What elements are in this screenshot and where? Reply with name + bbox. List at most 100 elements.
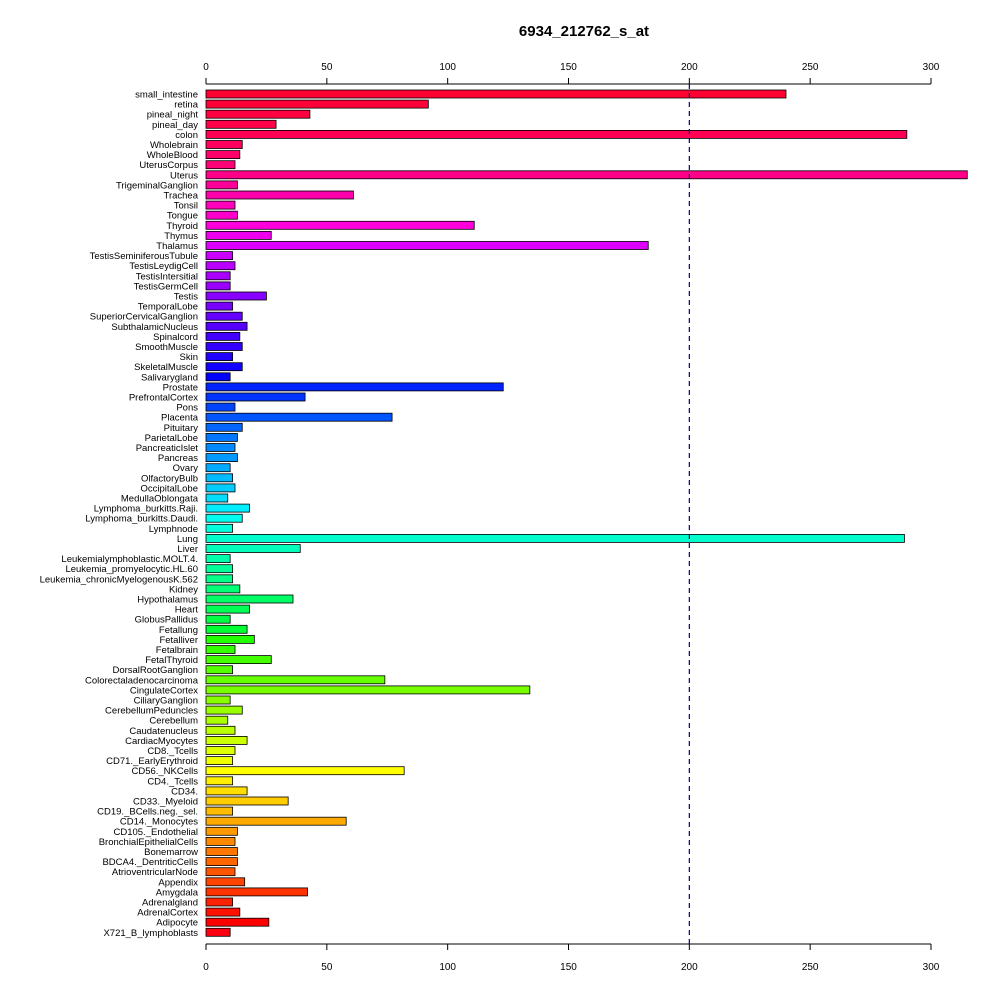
- bar: [205, 907, 241, 917]
- bar: [205, 837, 236, 846]
- bar: [205, 776, 233, 786]
- bar: [205, 241, 649, 250]
- bar: [205, 321, 248, 331]
- bar: [205, 624, 248, 634]
- category-label: Prostate: [163, 382, 198, 393]
- bar: [205, 362, 243, 372]
- bar: [205, 352, 233, 362]
- bar: [205, 594, 294, 604]
- bar: [205, 281, 231, 291]
- category-label: MedullaOblongata: [121, 494, 199, 505]
- category-label: ParietalLobe: [145, 433, 198, 444]
- category-label: SkeletalMuscle: [134, 362, 198, 373]
- category-label: CD14._Monocytes: [120, 817, 198, 828]
- bar: [205, 230, 272, 240]
- bar: [205, 200, 236, 210]
- category-label: BronchialEpithelialCells: [99, 837, 199, 848]
- category-label: BDCA4._DentriticCells: [102, 857, 198, 868]
- top-tick-label: 50: [321, 62, 333, 73]
- category-label: Tongue: [167, 211, 198, 222]
- top-tick-label: 250: [802, 62, 819, 73]
- bottom-tick-label: 300: [923, 962, 940, 973]
- category-label: SubthalamicNucleus: [111, 322, 198, 333]
- bar: [205, 534, 905, 543]
- bottom-tick-label: 50: [321, 962, 333, 973]
- category-label: SmoothMuscle: [135, 342, 198, 353]
- category-label: Fetalbrain: [156, 645, 198, 656]
- category-label: CardiacMyocytes: [125, 736, 198, 747]
- category-label: Pituitary: [164, 423, 199, 434]
- bar: [205, 109, 311, 119]
- category-label: Spinalcord: [153, 332, 198, 343]
- category-label: Leukemialymphoblastic.MOLT.4.: [61, 554, 198, 565]
- category-label: TestisGermCell: [134, 281, 198, 292]
- bar: [205, 463, 231, 473]
- bar: [205, 150, 241, 160]
- bar: [205, 736, 248, 745]
- category-label: Hypothalamus: [137, 595, 198, 606]
- category-label: colon: [175, 130, 198, 141]
- bar: [205, 99, 429, 109]
- category-label: TestisLeydigCell: [129, 261, 198, 272]
- bottom-tick-label: 150: [560, 962, 577, 973]
- bar: [205, 140, 243, 149]
- bar: [205, 453, 238, 463]
- bar: [205, 301, 233, 311]
- category-label: GlobusPallidus: [135, 615, 199, 626]
- category-label: CingulateCortex: [130, 685, 198, 696]
- category-label: Caudatenucleus: [129, 726, 198, 737]
- bar: [205, 129, 908, 139]
- category-label: Leukemia_promyelocytic.HL.60: [65, 564, 198, 575]
- category-label: Adrenalgland: [142, 898, 198, 909]
- bar: [205, 180, 238, 190]
- category-label: PrefrontalCortex: [129, 393, 198, 404]
- bar: [205, 897, 233, 907]
- bar: [205, 635, 255, 644]
- category-label: Placenta: [161, 413, 199, 424]
- bar: [205, 483, 236, 493]
- category-label: CD34.: [171, 786, 198, 797]
- category-label: Uterus: [170, 170, 198, 181]
- bar: [205, 473, 233, 483]
- category-label: CerebellumPeduncles: [105, 706, 198, 717]
- category-label: TrigeminalGanglion: [116, 180, 198, 191]
- category-label: Liver: [177, 544, 198, 555]
- bar: [205, 917, 270, 927]
- bar: [205, 796, 289, 806]
- bar: [205, 867, 236, 877]
- bar: [205, 402, 236, 412]
- category-label: CD71._EarlyErythroid: [106, 756, 198, 767]
- bar: [205, 574, 233, 584]
- top-axis: 0 50 100 150 200 250 300: [203, 62, 940, 85]
- category-label: Wholebrain: [150, 140, 198, 151]
- bottom-axis: 0 50 100 150 200 250 300: [203, 943, 940, 973]
- category-label: CD33._Myeloid: [133, 797, 198, 808]
- bar: [205, 584, 241, 594]
- bar: [205, 210, 238, 220]
- category-label: small_intestine: [135, 90, 198, 101]
- chart-title: 6934_212762_s_at: [519, 23, 649, 40]
- category-label: Tonsil: [174, 201, 198, 212]
- bar: [205, 685, 531, 695]
- bar: [205, 271, 231, 281]
- top-tick-label: 300: [923, 62, 940, 73]
- bar: [205, 847, 238, 856]
- category-label: Testis: [174, 292, 199, 303]
- bar: [205, 645, 236, 654]
- bar: [205, 614, 231, 624]
- bar: [205, 311, 243, 321]
- bar: [205, 331, 241, 341]
- bottom-tick-label: 250: [802, 962, 819, 973]
- category-label: PancreaticIslet: [136, 443, 199, 454]
- bar: [205, 675, 386, 685]
- bar: [205, 261, 236, 271]
- bar: [205, 786, 248, 796]
- bar: [205, 523, 233, 533]
- category-label: Salivarygland: [141, 372, 198, 383]
- bar: [205, 422, 243, 432]
- category-label: TestisSeminiferousTubule: [90, 251, 198, 262]
- category-label: Amygdala: [156, 887, 199, 898]
- bottom-tick-label: 200: [681, 962, 698, 973]
- bar: [205, 342, 243, 351]
